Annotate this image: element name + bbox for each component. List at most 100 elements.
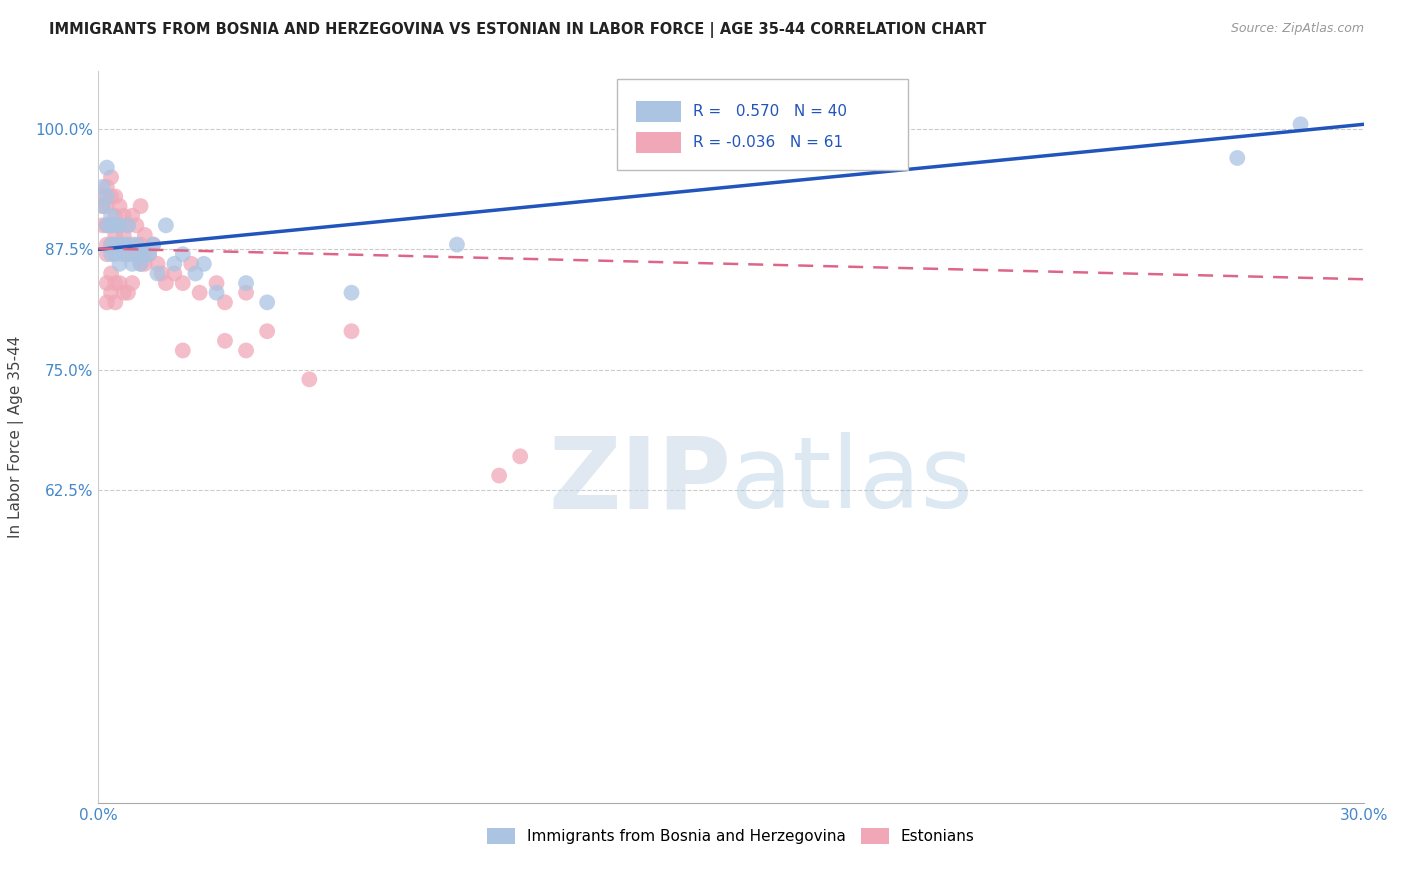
Point	[96, 161, 118, 175]
Point	[235, 285, 257, 300]
Text: R =   0.570   N = 40: R = 0.570 N = 40	[693, 104, 848, 120]
Point	[104, 189, 127, 203]
Point	[100, 267, 122, 281]
Point	[112, 227, 135, 242]
Point	[108, 219, 131, 233]
Point	[172, 343, 194, 358]
Point	[100, 247, 122, 261]
Point	[146, 257, 169, 271]
Point	[129, 257, 152, 271]
Point	[91, 179, 114, 194]
Point	[117, 247, 139, 261]
FancyBboxPatch shape	[636, 102, 681, 122]
Point	[340, 324, 363, 338]
Point	[488, 468, 510, 483]
Point	[104, 276, 127, 290]
Point	[134, 227, 156, 242]
Legend: Immigrants from Bosnia and Herzegovina, Estonians: Immigrants from Bosnia and Herzegovina, …	[481, 822, 981, 850]
Point	[96, 295, 118, 310]
Point	[96, 189, 118, 203]
Point	[100, 189, 122, 203]
Point	[112, 247, 135, 261]
Point	[125, 237, 148, 252]
Point	[121, 276, 143, 290]
Point	[121, 257, 143, 271]
Point	[100, 209, 122, 223]
Point	[146, 267, 169, 281]
Point	[163, 267, 186, 281]
Point	[108, 199, 131, 213]
Point	[104, 209, 127, 223]
Point	[121, 247, 143, 261]
Point	[91, 199, 114, 213]
Text: IMMIGRANTS FROM BOSNIA AND HERZEGOVINA VS ESTONIAN IN LABOR FORCE | AGE 35-44 CO: IMMIGRANTS FROM BOSNIA AND HERZEGOVINA V…	[49, 22, 987, 38]
Point	[108, 219, 131, 233]
Point	[256, 324, 278, 338]
Point	[172, 276, 194, 290]
Point	[104, 237, 127, 252]
Point	[134, 247, 156, 261]
Point	[340, 285, 363, 300]
Point	[235, 343, 257, 358]
Point	[104, 219, 127, 233]
Point	[117, 219, 139, 233]
Point	[91, 219, 114, 233]
Point	[100, 237, 122, 252]
Point	[104, 227, 127, 242]
Point	[142, 237, 165, 252]
Text: atlas: atlas	[731, 433, 973, 530]
Point	[100, 237, 122, 252]
Point	[172, 247, 194, 261]
Point	[446, 237, 468, 252]
Point	[96, 219, 118, 233]
Point	[96, 276, 118, 290]
Point	[155, 276, 177, 290]
Point	[100, 170, 122, 185]
Point	[138, 247, 160, 261]
Point	[96, 237, 118, 252]
Point	[256, 295, 278, 310]
Point	[117, 219, 139, 233]
Point	[121, 237, 143, 252]
Point	[155, 219, 177, 233]
Point	[100, 219, 122, 233]
Point	[125, 247, 148, 261]
Point	[108, 237, 131, 252]
Point	[125, 219, 148, 233]
Text: Source: ZipAtlas.com: Source: ZipAtlas.com	[1230, 22, 1364, 36]
Point	[205, 285, 228, 300]
Point	[108, 257, 131, 271]
Point	[96, 247, 118, 261]
Point	[104, 247, 127, 261]
Point	[180, 257, 202, 271]
Point	[117, 285, 139, 300]
Point	[96, 199, 118, 213]
Point	[91, 189, 114, 203]
FancyBboxPatch shape	[636, 132, 681, 153]
Point	[138, 247, 160, 261]
Point	[298, 372, 321, 386]
Point	[205, 276, 228, 290]
Point	[129, 237, 152, 252]
Point	[184, 267, 207, 281]
Point	[163, 257, 186, 271]
Point	[108, 237, 131, 252]
Y-axis label: In Labor Force | Age 35-44: In Labor Force | Age 35-44	[8, 336, 24, 538]
Point	[1289, 117, 1312, 131]
Point	[129, 257, 152, 271]
Text: ZIP: ZIP	[548, 433, 731, 530]
Point	[193, 257, 215, 271]
Point	[214, 295, 236, 310]
Point	[134, 257, 156, 271]
Point	[509, 450, 531, 464]
Point	[112, 285, 135, 300]
Point	[129, 199, 152, 213]
Point	[108, 276, 131, 290]
Text: R = -0.036   N = 61: R = -0.036 N = 61	[693, 135, 844, 150]
Point	[112, 209, 135, 223]
Point	[1226, 151, 1249, 165]
Point	[104, 295, 127, 310]
Point	[150, 267, 173, 281]
Point	[235, 276, 257, 290]
Point	[188, 285, 211, 300]
